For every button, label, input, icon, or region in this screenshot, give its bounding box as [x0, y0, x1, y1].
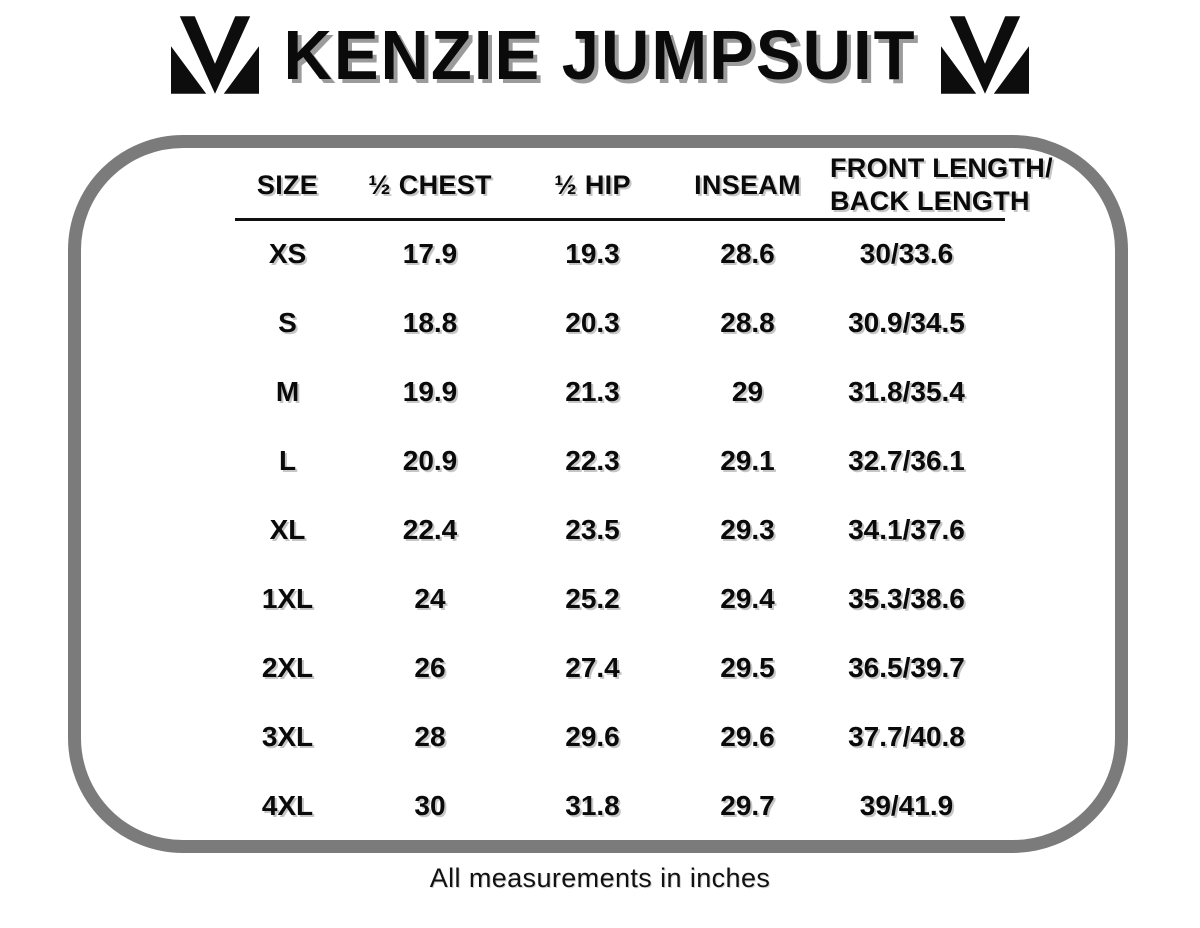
table-row: 1XL 24 25.2 29.4 35.3/38.6	[235, 564, 1005, 633]
measurement-cell: 25.2	[565, 582, 620, 614]
measurement-cell: 30.9/34.5	[848, 306, 965, 338]
size-label-cell: XS	[268, 238, 307, 270]
table-row: L 20.9 22.3 29.1 32.7/36.1	[235, 426, 1005, 495]
measurement-cell: 19.9	[402, 375, 458, 407]
measurement-cell: 17.9	[402, 238, 458, 270]
brand-m-logo-left-icon	[171, 16, 260, 94]
table-row: XL 22.4 23.5 29.3 34.1/37.6	[235, 495, 1005, 564]
measurement-cell: 28	[414, 720, 446, 752]
measurement-cell: 23.5	[565, 513, 620, 545]
brand-m-logo-right-icon	[940, 16, 1029, 94]
measurement-cell: 29.1	[720, 444, 775, 476]
measurement-cell: 34.1/37.6	[848, 513, 965, 545]
measurement-cell: 20.3	[565, 306, 620, 338]
measurement-cell: 29.5	[720, 651, 775, 683]
measurement-cell: 26	[414, 651, 446, 683]
measurement-cell: 36.5/39.7	[848, 651, 965, 683]
measurement-cell: 18.8	[402, 306, 458, 338]
measurement-cell: 24	[414, 582, 446, 614]
size-label-cell: L	[278, 444, 297, 476]
size-label-cell: 1XL	[261, 582, 314, 614]
column-header: FRONT LENGTH/BACK LENGTH	[830, 152, 1053, 221]
table-row: XS 17.9 19.3 28.6 30/33.6	[235, 219, 1005, 288]
size-label-cell: XL	[269, 513, 306, 545]
table-row: S 18.8 20.3 28.8 30.9/34.5	[235, 288, 1005, 357]
measurement-cell: 27.4	[565, 651, 620, 683]
size-label-cell: 4XL	[261, 789, 314, 821]
table-body: XS 17.9 19.3 28.6 30/33.6 S 18.8 20.3 28.8 30.9/3…	[235, 219, 1005, 840]
size-label-cell: 2XL	[261, 651, 314, 683]
measurement-cell: 35.3/38.6	[848, 582, 965, 614]
measurement-cell: 37.7/40.8	[848, 720, 965, 752]
page-title: KENZIE JUMPSUIT	[283, 16, 917, 95]
column-header: SIZE	[235, 152, 340, 221]
header: KENZIE JUMPSUIT	[0, 16, 1200, 94]
measurement-cell: 31.8/35.4	[848, 375, 965, 407]
measurement-cell: 29	[731, 375, 764, 407]
measurement-cell: 30/33.6	[859, 238, 954, 270]
size-label-cell: 3XL	[261, 720, 314, 752]
measurement-cell: 19.3	[565, 238, 620, 270]
measurement-cell: 22.4	[402, 513, 458, 545]
header-row: SIZE ½ CHEST ½ HIP INSEAM FRONT LENGTH/BACK …	[235, 152, 1053, 221]
table-row: M 19.9 21.3 29 31.8/35.4	[235, 357, 1005, 426]
table-row: 3XL 28 29.6 29.6 37.7/40.8	[235, 702, 1005, 771]
measurement-cell: 31.8	[565, 789, 620, 821]
size-label-cell: S	[278, 306, 297, 338]
measurement-cell: 30	[414, 789, 446, 821]
column-header: ½ HIP	[520, 152, 665, 221]
size-label-cell: M	[275, 375, 300, 407]
measurement-unit-note: All measurements in inches	[429, 863, 771, 893]
measurement-cell: 28.6	[720, 238, 775, 270]
measurement-cell: 29.6	[720, 720, 775, 752]
measurement-cell: 21.3	[565, 375, 620, 407]
measurement-cell: 29.4	[720, 582, 775, 614]
measurement-cell: 29.3	[720, 513, 775, 545]
measurement-cell: 39/41.9	[859, 789, 954, 821]
size-chart-table: SIZE ½ CHEST ½ HIP INSEAM FRONT LENGTH/BACK …	[235, 152, 1053, 840]
measurement-cell: 32.7/36.1	[848, 444, 965, 476]
column-header: ½ CHEST	[340, 152, 520, 221]
size-chart-frame	[68, 135, 1128, 853]
measurement-cell: 29.7	[720, 789, 775, 821]
measurement-cell: 20.9	[402, 444, 458, 476]
measurement-cell: 29.6	[565, 720, 620, 752]
table-row: 4XL 30 31.8 29.7 39/41.9	[235, 771, 1005, 840]
measurement-cell: 28.8	[720, 306, 775, 338]
table-row: 2XL 26 27.4 29.5 36.5/39.7	[235, 633, 1005, 702]
measurement-cell: 22.3	[565, 444, 620, 476]
column-header: INSEAM	[665, 152, 830, 221]
